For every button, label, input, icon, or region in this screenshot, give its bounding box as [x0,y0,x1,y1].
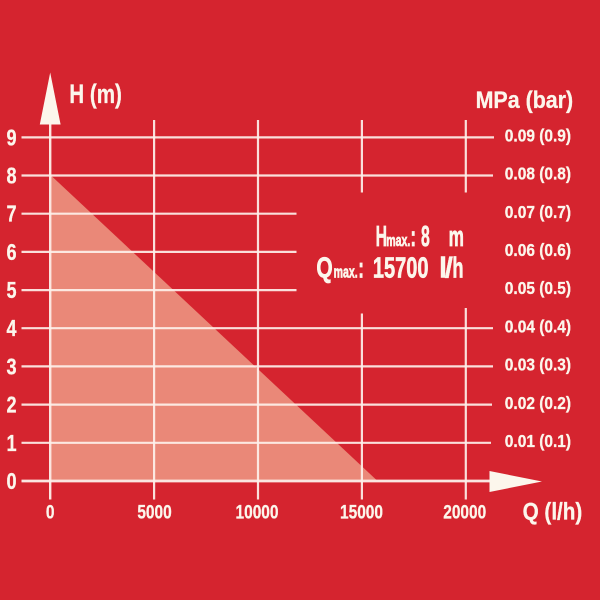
svg-text:15700: 15700 [373,252,429,285]
svg-text:0.04 (0.4): 0.04 (0.4) [505,316,571,336]
svg-text:Q: Q [316,252,332,284]
svg-text:5: 5 [6,278,16,304]
svg-text:9: 9 [6,125,16,151]
svg-text:0.07 (0.7): 0.07 (0.7) [505,202,571,222]
svg-text:Q (l/h): Q (l/h) [523,498,583,525]
svg-text:0.03 (0.3): 0.03 (0.3) [505,355,571,375]
svg-text:20000: 20000 [443,501,486,523]
svg-text:0.06 (0.6): 0.06 (0.6) [505,240,571,260]
svg-text:5000: 5000 [137,501,171,523]
svg-text:l: l [439,252,447,284]
svg-text:0.02 (0.2): 0.02 (0.2) [505,393,571,413]
svg-text::: : [410,222,416,254]
svg-text:max.: max. [334,262,358,281]
svg-text:4: 4 [6,316,16,342]
svg-text:0.08 (0.8): 0.08 (0.8) [505,164,571,184]
svg-text:MPa (bar): MPa (bar) [476,86,574,114]
svg-text:H: H [376,220,387,252]
svg-text:10000: 10000 [236,501,279,523]
svg-text:8: 8 [421,220,430,252]
svg-text:3: 3 [6,354,16,380]
svg-text:0.01 (0.1): 0.01 (0.1) [505,431,571,451]
svg-text:/: / [445,252,453,284]
svg-text:2: 2 [6,393,16,419]
svg-text:H (m): H (m) [69,79,122,109]
svg-text:m: m [449,222,464,254]
svg-text:15000: 15000 [340,501,383,523]
svg-text:max.: max. [386,230,410,249]
svg-text:0: 0 [6,469,16,495]
svg-text:8: 8 [6,163,16,189]
svg-text::: : [358,253,364,285]
svg-text:1: 1 [6,431,16,457]
svg-text:6: 6 [6,240,16,266]
svg-text:0: 0 [46,501,55,523]
svg-text:0.09 (0.9): 0.09 (0.9) [505,125,571,145]
svg-text:7: 7 [6,202,16,228]
svg-text:0.05 (0.5): 0.05 (0.5) [505,278,571,298]
svg-text:h: h [452,252,463,284]
